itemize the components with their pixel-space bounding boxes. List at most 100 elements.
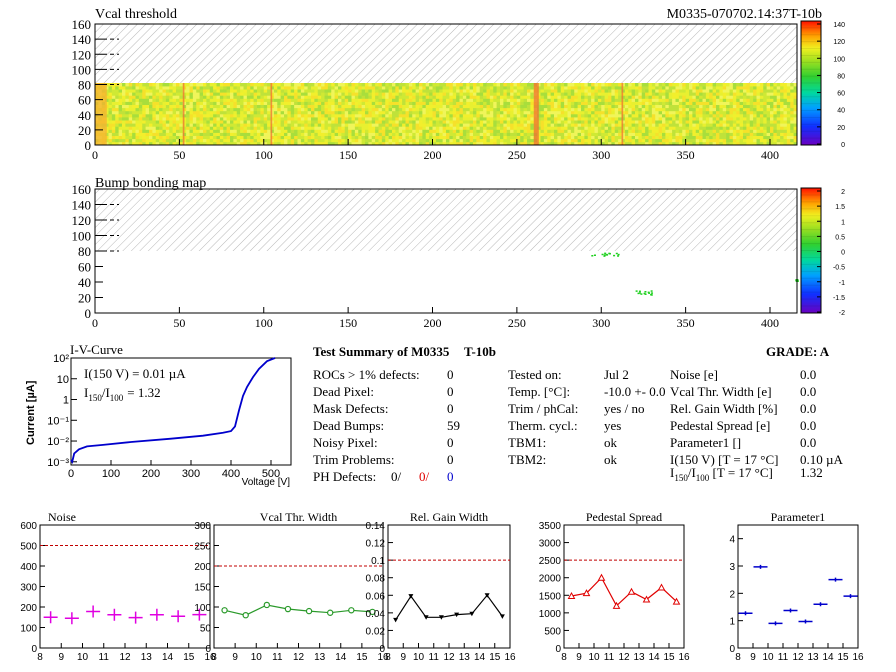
vcal-map-cell <box>176 107 180 112</box>
vcal-map-cell <box>378 123 383 127</box>
vcal-map-cell <box>614 110 619 115</box>
vcal-map-cell <box>766 89 771 93</box>
vcal-map-cell <box>756 110 761 115</box>
vcal-map-cell <box>307 86 312 90</box>
vcal-map-cell <box>597 110 602 115</box>
vcal-map-cell <box>554 129 558 133</box>
vcal-map-cell <box>621 141 626 146</box>
vcal-map-cell <box>577 83 582 87</box>
vcal-map-cell <box>267 141 271 146</box>
summary-title: Test Summary of M0335 <box>313 344 450 359</box>
vcal-map-cell <box>189 110 194 115</box>
vcal-map-cell <box>506 126 511 130</box>
vcal-map-cell <box>746 98 751 102</box>
vcal-map-cell <box>415 114 420 118</box>
vcal-map-cell <box>658 110 663 115</box>
per-roc-point <box>768 621 783 626</box>
vcal-map-cell <box>459 104 464 109</box>
vcal-map-cell <box>243 110 248 115</box>
vcal-map-cell <box>246 104 251 109</box>
vcal-map-cell <box>277 101 281 105</box>
vcal-map-cell <box>199 104 204 109</box>
vcal-map-cell <box>662 141 666 146</box>
summary-ph-value-2: 0/ <box>419 469 430 484</box>
vcal-map-cell <box>672 83 676 87</box>
bump-defect-pixel <box>640 293 643 295</box>
vcal-map-cell <box>543 104 548 109</box>
vcal-map-cell <box>621 104 626 109</box>
vcal-map-cell <box>732 83 737 87</box>
vcal-map-cell <box>354 120 359 124</box>
vcal-map-cell <box>557 107 562 112</box>
vcal-map-cell <box>638 138 643 143</box>
vcal-map-cell <box>773 120 778 124</box>
vcal-map-cell <box>419 110 423 115</box>
vcal-map-cell <box>500 107 504 112</box>
vcal-map-cell <box>432 92 437 96</box>
vcal-map-cell <box>786 114 791 118</box>
vcal-map-cell <box>290 138 295 143</box>
vcal-map-cell <box>219 129 224 133</box>
vcal-map-cell <box>179 135 184 140</box>
vcal-map-cell <box>675 114 680 118</box>
vcal-map-cell <box>260 126 265 130</box>
vcal-map-cell <box>780 83 784 87</box>
vcal-map-cell <box>392 104 396 109</box>
vcal-map-cell <box>456 138 460 143</box>
vcal-map-cell <box>550 95 555 99</box>
vcal-map-cell <box>651 83 656 87</box>
vcal-map-cell <box>776 132 781 136</box>
vcal-map-cell <box>267 129 271 133</box>
vcal-map-cell <box>253 120 258 124</box>
vcal-map-cell <box>108 141 113 146</box>
vcal-map-cell <box>516 129 521 133</box>
vcal-map-cell <box>591 129 595 133</box>
vcal-map-cell <box>419 89 423 93</box>
vcal-map-cell <box>645 120 649 124</box>
vcal-map-cell <box>246 101 251 105</box>
vcal-map-cell <box>705 104 710 109</box>
vcal-map-cell <box>439 107 443 112</box>
vcal-map-cell <box>422 107 427 112</box>
vcal-map-cell <box>753 123 757 127</box>
vcal-map-cell <box>786 107 791 112</box>
vcal-map-cell <box>493 114 497 118</box>
vcal-map-cell <box>182 123 187 127</box>
vcal-map-cell <box>699 110 703 115</box>
vcal-map-hatched-area <box>95 24 797 83</box>
vcal-map-cell <box>597 104 602 109</box>
vcal-map-cell <box>358 92 362 96</box>
vcal-map-cell <box>479 89 484 93</box>
vcal-map-cell <box>763 104 767 109</box>
vcal-map-cell <box>162 114 167 118</box>
vcal-map-cell <box>604 132 609 136</box>
vcal-map-cell <box>142 107 146 112</box>
vcal-map-cell <box>361 92 366 96</box>
vcal-map-cell <box>655 104 659 109</box>
vcal-map-cell <box>216 138 221 143</box>
vcal-map-cell <box>449 104 454 109</box>
per-roc-x-tick-label: 14 <box>822 652 834 663</box>
vcal-map-cell <box>530 104 535 109</box>
vcal-map-cell <box>209 123 214 127</box>
vcal-map-cell <box>770 107 774 112</box>
vcal-map-cell <box>385 141 389 146</box>
vcal-map-cell <box>743 117 747 121</box>
vcal-map-cell <box>557 129 562 133</box>
per-roc-x-tick-label: 10 <box>588 652 600 663</box>
vcal-map-cell <box>793 135 798 140</box>
vcal-map-cell <box>402 114 406 118</box>
vcal-map-cell <box>763 114 767 118</box>
vcal-map-cell <box>354 114 359 118</box>
vcal-map-cell <box>614 89 619 93</box>
vcal-map-cell <box>341 120 346 124</box>
vcal-map-cell <box>523 138 528 143</box>
per-roc-point <box>438 615 444 620</box>
vcal-map-cell <box>422 83 427 87</box>
vcal-map-cell <box>729 129 734 133</box>
vcal-map-cell <box>368 123 373 127</box>
vcal-map-cell <box>412 83 416 87</box>
vcal-map-cell <box>263 89 268 93</box>
vcal-map-cell <box>132 114 136 118</box>
vcal-colorbar-gradient <box>801 21 821 145</box>
